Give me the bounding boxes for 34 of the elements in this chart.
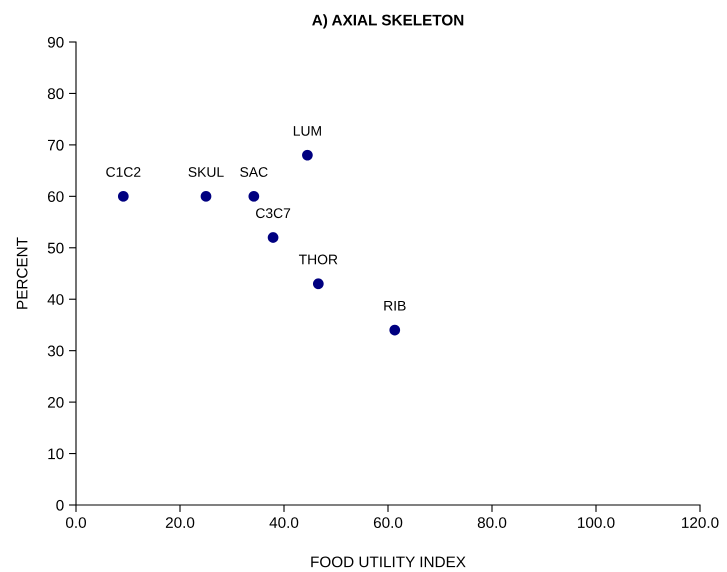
point xyxy=(248,190,260,202)
point xyxy=(118,190,129,202)
annotation: C1C2 xyxy=(106,167,140,177)
y-tick-label: 0 xyxy=(56,500,64,511)
annotation: THOR xyxy=(298,254,338,264)
x-axis-title: FOOD UTILITY INDEX xyxy=(311,556,466,568)
annotation: SAC xyxy=(240,167,268,177)
point xyxy=(302,150,313,161)
x-tick-label: 100.0 xyxy=(578,517,615,528)
y-tick-label: 30 xyxy=(48,346,64,356)
y-tick-label: 90 xyxy=(48,36,64,48)
y-axis-title: PERCENT xyxy=(16,237,28,309)
y-tick-label: 40 xyxy=(48,294,64,305)
point xyxy=(268,232,278,243)
annotation: SKUL xyxy=(188,167,224,177)
point xyxy=(200,190,212,202)
annotation: RIB xyxy=(384,300,406,311)
x-tick-label: 20.0 xyxy=(166,517,194,528)
y-tick-label: 80 xyxy=(48,88,64,100)
annotation: C3C7 xyxy=(256,208,290,218)
point xyxy=(312,278,324,290)
x-tick-label: 80.0 xyxy=(478,517,506,528)
y-tick-label: 60 xyxy=(48,191,64,202)
point xyxy=(389,324,400,336)
x-tick-label: 60.0 xyxy=(374,517,402,528)
y-tick-label: 10 xyxy=(48,448,64,460)
y-tick-label: 70 xyxy=(48,140,64,151)
x-tick-label: 40.0 xyxy=(269,517,298,528)
x-tick-label: 0.0 xyxy=(66,517,86,528)
annotation: LUM xyxy=(294,126,321,136)
y-tick-label: 50 xyxy=(48,242,64,254)
chart-title: A) AXIAL SKELETON xyxy=(312,14,464,29)
y-tick-label: 20 xyxy=(48,396,64,408)
x-tick-label: 120.0 xyxy=(682,517,719,528)
